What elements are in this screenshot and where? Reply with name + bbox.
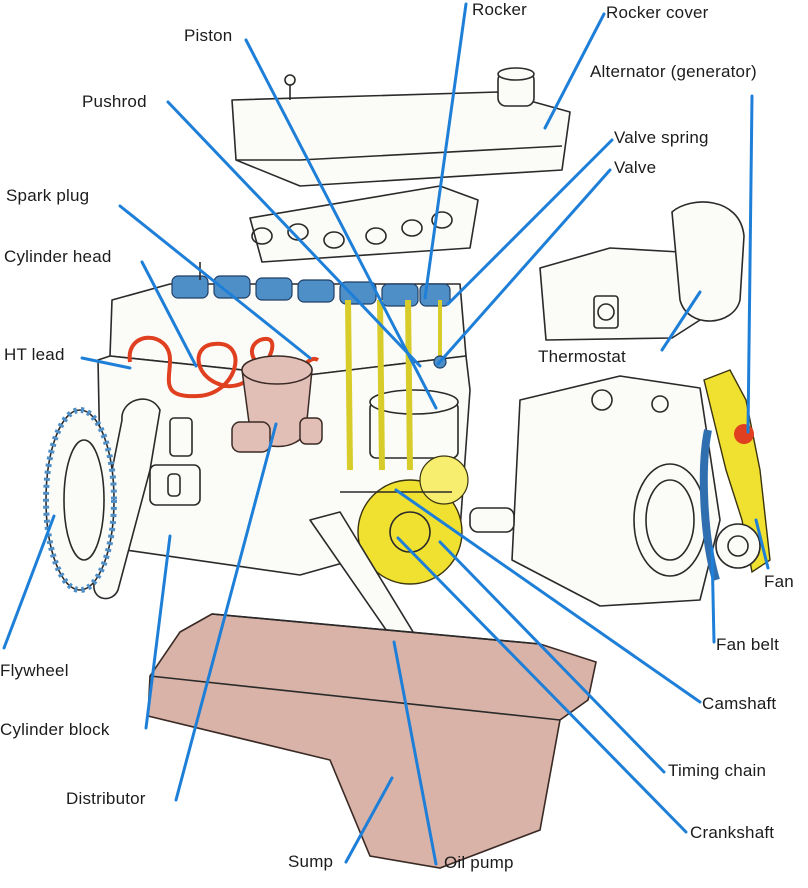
leader-oil-pump [392, 640, 438, 866]
label-rocker-cover: Rocker cover [606, 3, 709, 22]
label-spark-plug: Spark plug [6, 186, 90, 205]
label-valve: Valve [614, 158, 657, 177]
leader-camshaft [394, 488, 702, 704]
label-flywheel: Flywheel [0, 661, 69, 680]
leader-rocker [423, 2, 468, 300]
label-thermostat: Thermostat [538, 347, 626, 366]
leader-rocker-cover [543, 12, 606, 130]
leader-spark-plug [118, 204, 312, 360]
leader-fan-belt [710, 546, 716, 644]
label-pushrod: Pushrod [82, 92, 147, 111]
leader-distributor [174, 422, 278, 802]
leader-piston [244, 38, 438, 410]
leader-cylinder-block [144, 534, 172, 730]
leader-crankshaft [396, 536, 688, 834]
label-cylinder-block: Cylinder block [0, 720, 110, 739]
leader-fan [754, 518, 770, 570]
label-piston: Piston [184, 26, 233, 45]
label-distributor: Distributor [66, 789, 146, 808]
valve-gear-part [171, 262, 451, 307]
label-cylinder-head: Cylinder head [4, 247, 112, 266]
leader-flywheel [2, 514, 56, 650]
leader-alternator [746, 94, 754, 434]
label-sump: Sump [288, 852, 334, 871]
label-timing-chain: Timing chain [668, 761, 767, 780]
leader-lines [2, 2, 770, 866]
leader-pushrod [166, 100, 422, 368]
thermostat-part [539, 201, 745, 341]
label-crankshaft: Crankshaft [690, 823, 775, 842]
label-fan: Fan [764, 572, 794, 591]
flywheel-part [43, 407, 117, 593]
label-fan-belt: Fan belt [716, 635, 780, 654]
gasket-part [249, 185, 479, 263]
distributor-part [231, 355, 323, 453]
leader-valve-spring [446, 138, 614, 306]
leader-thermostat [660, 290, 702, 352]
label-ht-lead: HT lead [4, 345, 65, 364]
label-oil-pump: Oil pump [444, 853, 514, 872]
leader-ht-lead [80, 356, 132, 370]
leader-timing-chain [438, 540, 666, 774]
timing-gear-part [340, 455, 515, 585]
label-camshaft: Camshaft [702, 694, 777, 713]
label-rocker: Rocker [472, 0, 528, 19]
leader-sump [344, 776, 394, 864]
label-valve-spring: Valve spring [614, 128, 709, 147]
rocker-cover-part [231, 67, 571, 187]
leader-valve [436, 168, 612, 366]
manifold-pipe-part [93, 398, 161, 600]
label-alternator: Alternator (generator) [590, 62, 757, 81]
front-cover-part [511, 375, 721, 607]
leader-cylinder-head [140, 260, 198, 368]
